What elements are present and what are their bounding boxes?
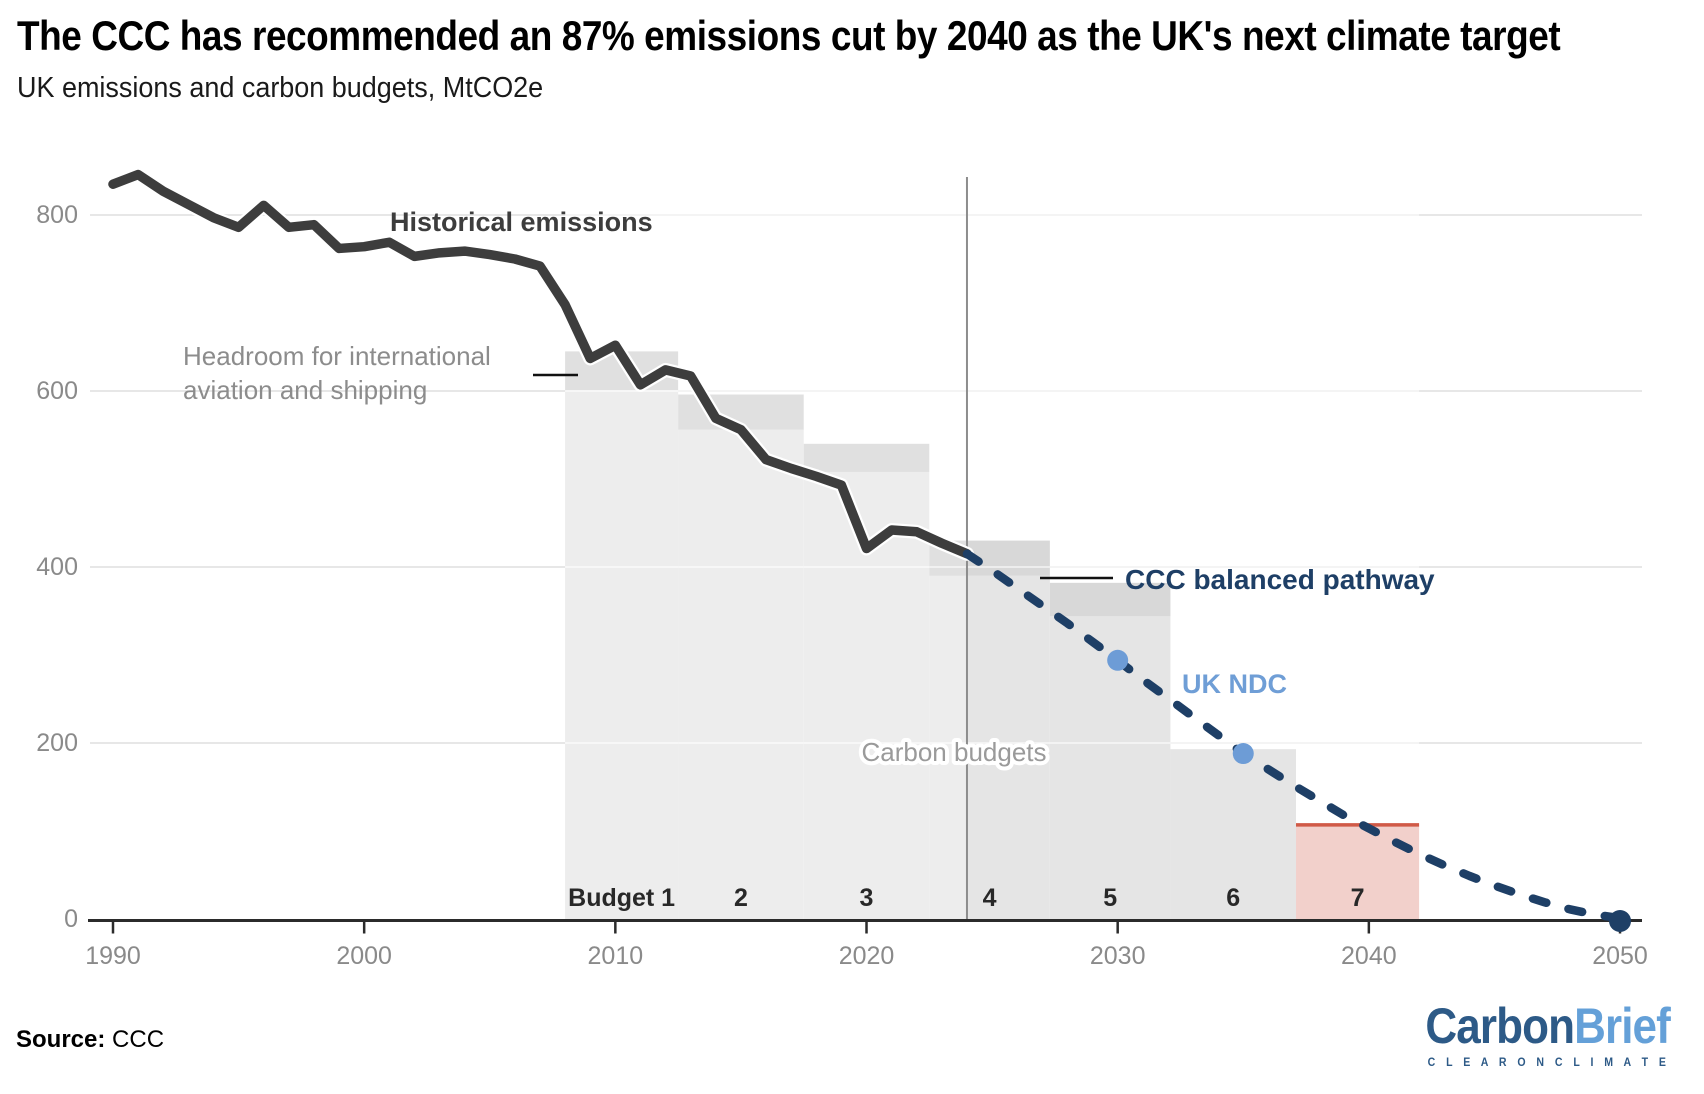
- x-axis-labels: 1990 2000 2010 2020 2030 2040 2050: [85, 942, 1648, 970]
- uk-ndc-label: UK NDC: [1182, 669, 1287, 699]
- carbonbrief-wordmark: CarbonBrief: [1425, 1000, 1670, 1053]
- budget-bar: [565, 390, 679, 921]
- budget-headroom-band: [803, 443, 930, 472]
- x-tick-label: 2020: [839, 942, 895, 970]
- annotation-labels: Historical emissions Headroom for interna…: [183, 207, 1435, 771]
- y-tick-label: 600: [36, 377, 78, 405]
- ndc-dot: [1232, 743, 1254, 765]
- budget-number-label: 6: [1226, 884, 1240, 912]
- leader-lines: [533, 373, 1113, 580]
- source-value: CCC: [112, 1026, 165, 1053]
- carbon-budgets-label: Carbon budgets: [861, 737, 1046, 767]
- budget-number-label: 5: [1103, 884, 1117, 912]
- uk-ndc-points: [1107, 649, 1254, 765]
- x-tick-label: 1990: [85, 942, 141, 970]
- budget-number-label: 3: [860, 884, 874, 912]
- carbonbrief-logo: CarbonBrief C L E A R O N C L I M A T E: [1425, 1000, 1670, 1069]
- source-label: Source:: [16, 1026, 106, 1053]
- budget-number-label: Budget 1: [568, 884, 675, 912]
- historical-emissions-label: Historical emissions: [390, 207, 653, 237]
- chart-subtitle: UK emissions and carbon budgets, MtCO2e: [17, 72, 544, 104]
- budget-bar: [929, 575, 967, 921]
- budget-number-labels: Budget 1 2 3 4 5 6 7: [568, 884, 1364, 912]
- budget-bar: [966, 575, 1050, 921]
- logo-carbon: Carbon: [1425, 998, 1575, 1054]
- y-tick-label: 800: [36, 201, 78, 229]
- logo-tagline: C L E A R O N C L I M A T E: [1427, 1054, 1670, 1069]
- y-tick-label: 200: [36, 729, 78, 757]
- x-tick-label: 2010: [588, 942, 644, 970]
- x-tick-label: 2040: [1341, 942, 1397, 970]
- carbon-budget-bars: [565, 351, 1420, 921]
- chart-title: The CCC has recommended an 87% emissions…: [17, 12, 1561, 59]
- y-axis-labels: 0 200 400 600 800: [36, 201, 78, 933]
- net-zero-dot: [1609, 910, 1632, 932]
- ccc-pathway-label: CCC balanced pathway: [1125, 564, 1435, 595]
- ndc-dot: [1107, 649, 1129, 671]
- budget-number-label: 7: [1351, 884, 1365, 912]
- source-note: Source: CCC: [16, 1026, 164, 1054]
- y-tick-label: 0: [64, 905, 78, 933]
- budget-headroom-band: [1049, 582, 1171, 617]
- budget-number-label: 2: [734, 884, 748, 912]
- ccc-pathway-line: [962, 549, 1625, 923]
- logo-brief: Brief: [1574, 998, 1671, 1054]
- headroom-label-line2: aviation and shipping: [183, 375, 427, 405]
- historical-emissions-line: [106, 167, 974, 561]
- net-zero-point: [1609, 910, 1632, 932]
- budget-number-label: 4: [983, 884, 997, 912]
- x-tick-label: 2030: [1090, 942, 1146, 970]
- headroom-label-line1: Headroom for international: [183, 341, 491, 371]
- x-axis: [88, 919, 1642, 934]
- x-tick-label: 2000: [336, 942, 392, 970]
- gridlines-over-budgets: [565, 214, 1420, 744]
- x-tick-label: 2050: [1592, 942, 1648, 970]
- budget-bar: [678, 429, 804, 921]
- y-tick-label: 400: [36, 553, 78, 581]
